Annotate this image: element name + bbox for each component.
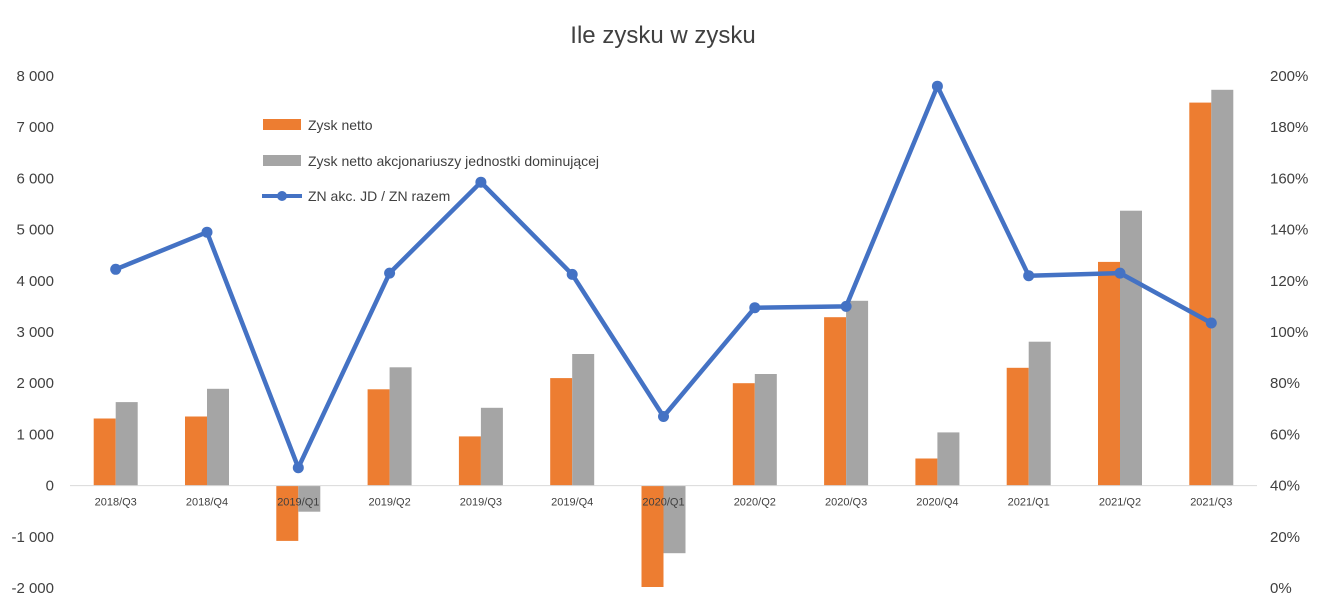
bar-zysk-netto-2018-q3: [93, 418, 116, 486]
left-tick-label: 0: [46, 478, 54, 495]
left-tick-label: 8 000: [16, 68, 54, 85]
bar-zysk-akcjonariuszy-2018-q3: [115, 402, 138, 486]
bar-zysk-netto-2021-q2: [1098, 261, 1120, 486]
right-tick-label: 140%: [1270, 222, 1308, 239]
bar-zysk-netto-2019-q1: [276, 485, 299, 541]
bar-zysk-netto-2020-q2: [732, 383, 755, 486]
legend: Zysk netto Zysk netto akcjonariuszy jedn…: [262, 117, 599, 204]
legend-label-zysk-netto: Zysk netto: [308, 117, 373, 133]
x-tick-label-2019-q3: 2019/Q3: [460, 497, 502, 509]
x-tick-labels: 2018/Q3 2018/Q4 2019/Q1 2019/Q2 2019/Q3 2019/…: [95, 497, 1233, 509]
left-tick-label: 7 000: [16, 119, 54, 136]
right-tick-label: 60%: [1270, 426, 1300, 443]
right-tick-label: 200%: [1270, 68, 1308, 85]
ratio-point-2021-q3: [1205, 317, 1217, 329]
bar-zysk-akcjonariuszy-2020-q1: [663, 485, 686, 554]
right-tick-label: 160%: [1270, 170, 1308, 187]
ratio-point-2018-q3: [110, 263, 122, 275]
x-tick-label-2018-q3: 2018/Q3: [95, 497, 137, 509]
x-tick-label-2020-q3: 2020/Q3: [825, 497, 867, 509]
left-tick-label: -1 000: [11, 529, 54, 546]
legend-swatch-zysk-netto: [263, 119, 301, 130]
right-tick-label: 40%: [1270, 478, 1300, 495]
chart-title: Ile zysku w zysku: [570, 22, 755, 49]
bar-zysk-netto-2019-q2: [367, 389, 390, 486]
ratio-point-2019-q1: [292, 462, 304, 474]
ratio-line-layer: [110, 80, 1217, 474]
x-tick-label-2020-q1: 2020/Q1: [642, 497, 684, 509]
left-tick-label: 2 000: [16, 375, 54, 392]
bar-zysk-netto-2019-q4: [550, 378, 573, 486]
bar-zysk-akcjonariuszy-2021-q2: [1120, 210, 1142, 486]
bar-zysk-netto-2019-q3: [458, 436, 481, 486]
legend-marker-ratio: [277, 191, 287, 201]
bar-zysk-akcjonariuszy-2020-q4: [937, 432, 960, 486]
right-tick-label: 0%: [1270, 580, 1292, 597]
legend-swatch-zysk-akcjonariuszy: [263, 155, 301, 166]
right-tick-label: 120%: [1270, 273, 1308, 290]
ratio-point-2019-q3: [475, 176, 487, 188]
x-tick-label-2018-q4: 2018/Q4: [186, 497, 228, 509]
bar-zysk-netto-2020-q3: [824, 317, 847, 486]
left-tick-label: 1 000: [16, 426, 54, 443]
left-tick-label: 4 000: [16, 273, 54, 290]
x-tick-label-2021-q3: 2021/Q3: [1190, 497, 1232, 509]
x-tick-label-2021-q1: 2021/Q1: [1008, 497, 1050, 509]
bar-zysk-akcjonariuszy-2019-q2: [389, 367, 412, 486]
right-axis-tick-labels: 0% 20% 40% 60% 80% 100% 120% 140% 160% 180% 200%: [1270, 68, 1308, 597]
bar-zysk-akcjonariuszy-2021-q1: [1028, 341, 1051, 486]
bar-zysk-akcjonariuszy-2019-q4: [572, 354, 595, 486]
bar-zysk-akcjonariuszy-2019-q3: [480, 407, 503, 486]
x-tick-label-2019-q1: 2019/Q1: [277, 497, 319, 509]
bar-zysk-akcjonariuszy-2020-q2: [754, 374, 777, 486]
bar-zysk-netto-2018-q4: [185, 416, 207, 486]
ratio-point-2019-q2: [384, 267, 396, 279]
right-tick-label: 20%: [1270, 529, 1300, 546]
bar-zysk-netto-2021-q1: [1006, 367, 1029, 486]
x-tick-label-2020-q2: 2020/Q2: [734, 497, 776, 509]
x-tick-label-2020-q4: 2020/Q4: [916, 497, 958, 509]
bar-zysk-netto-2020-q1: [641, 485, 664, 587]
right-tick-label: 180%: [1270, 119, 1308, 136]
left-tick-label: 3 000: [16, 324, 54, 341]
x-tick-label-2021-q2: 2021/Q2: [1099, 497, 1141, 509]
x-tick-label-2019-q2: 2019/Q2: [368, 497, 410, 509]
right-tick-label: 80%: [1270, 375, 1300, 392]
ratio-point-2020-q3: [840, 300, 852, 312]
legend-label-zysk-akcjonariuszy: Zysk netto akcjonariuszy jednostki domin…: [308, 153, 599, 169]
ratio-point-2019-q4: [566, 268, 578, 280]
legend-label-ratio: ZN akc. JD / ZN razem: [308, 188, 450, 204]
bars-layer: [93, 89, 1234, 587]
ratio-point-2018-q4: [201, 226, 213, 238]
ratio-point-2021-q2: [1114, 267, 1126, 279]
bar-zysk-akcjonariuszy-2020-q3: [846, 300, 869, 486]
left-tick-label: -2 000: [11, 580, 54, 597]
bar-zysk-akcjonariuszy-2019-q1: [298, 485, 321, 512]
bar-zysk-akcjonariuszy-2021-q3: [1211, 89, 1234, 486]
bar-zysk-akcjonariuszy-2018-q4: [207, 388, 229, 486]
left-tick-label: 5 000: [16, 222, 54, 239]
right-tick-label: 100%: [1270, 324, 1308, 341]
x-tick-label-2019-q4: 2019/Q4: [551, 497, 593, 509]
left-tick-label: 6 000: [16, 170, 54, 187]
bar-zysk-netto-2021-q3: [1189, 102, 1212, 486]
ratio-point-2021-q1: [1023, 270, 1035, 282]
left-axis-tick-labels: -2 000 -1 000 0 1 000 2 000 3 000 4 000 5 000 6 …: [11, 68, 54, 597]
ratio-point-2020-q4: [931, 80, 943, 92]
ratio-point-2020-q1: [658, 411, 669, 422]
bar-zysk-netto-2020-q4: [915, 458, 938, 486]
ratio-point-2020-q2: [749, 302, 761, 314]
